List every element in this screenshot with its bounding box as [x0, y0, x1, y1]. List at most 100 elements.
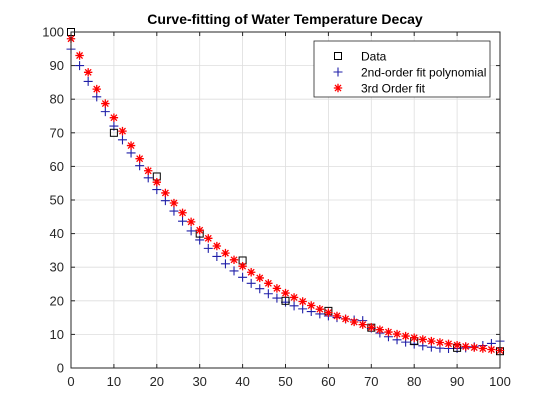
plus-marker [246, 278, 256, 288]
x-tick-label: 90 [450, 374, 464, 389]
x-tick-label: 20 [150, 374, 164, 389]
asterisk-marker [75, 51, 84, 60]
x-tick-label: 70 [364, 374, 378, 389]
asterisk-marker [358, 320, 367, 329]
legend-label: 2nd-order fit polynomial [361, 66, 486, 80]
asterisk-marker [298, 297, 307, 306]
legend-square-marker [334, 52, 342, 60]
asterisk-marker [478, 344, 488, 353]
plus-marker [255, 284, 265, 294]
legend-asterisk-marker [333, 83, 343, 93]
asterisk-marker [418, 335, 427, 344]
asterisk-marker [152, 177, 161, 187]
square-marker [109, 128, 118, 137]
y-tick-label: 90 [50, 58, 64, 73]
plus-marker [238, 272, 248, 282]
plus-marker [83, 76, 93, 86]
y-tick-label: 10 [50, 327, 64, 342]
legend-label: Data [361, 50, 387, 64]
plus-marker [298, 304, 308, 314]
y-tick-label: 70 [50, 125, 64, 140]
asterisk-marker [461, 342, 470, 351]
asterisk-marker [332, 311, 342, 321]
asterisk-marker [289, 293, 299, 302]
asterisk-marker [135, 154, 144, 163]
asterisk-marker [204, 234, 213, 243]
asterisk-marker [109, 113, 119, 122]
plus-marker [152, 185, 162, 195]
x-tick-label: 80 [407, 374, 421, 389]
asterisk-marker [229, 255, 239, 265]
asterisk-marker [324, 308, 333, 317]
asterisk-marker [144, 166, 153, 175]
legend-box [313, 40, 491, 98]
data-marks [66, 28, 505, 356]
x-tick-label: 0 [67, 374, 74, 389]
legend-entries: Data 2nd-order fit polynomial 3rd Order fi… [333, 50, 486, 96]
y-tick-label: 30 [50, 260, 64, 275]
legend: Data 2nd-order fit polynomial 3rd Order fi… [313, 40, 491, 98]
asterisk-marker [178, 208, 187, 217]
plus-marker [272, 293, 282, 303]
asterisk-marker [452, 340, 462, 350]
y-tick-label: 20 [50, 293, 64, 308]
plus-marker [117, 135, 127, 145]
plus-marker [229, 266, 239, 276]
plus-marker [289, 301, 299, 311]
plot-border [70, 31, 501, 369]
asterisk-marker [315, 305, 325, 314]
y-tick-label: 50 [50, 193, 64, 208]
asterisk-marker [238, 261, 247, 271]
asterisk-marker [186, 217, 196, 227]
chart-title: Curve-fitting of Water Temperature Decay [147, 11, 423, 27]
y-tick-label: 0 [57, 361, 64, 376]
asterisk-marker [470, 343, 479, 352]
asterisk-marker [367, 323, 376, 332]
asterisk-marker [410, 333, 419, 342]
asterisk-marker [427, 336, 436, 346]
plus-marker [126, 148, 136, 158]
plus-marker [178, 216, 188, 226]
asterisk-marker [169, 198, 179, 208]
y-tick-label: 60 [50, 159, 64, 174]
asterisk-marker [195, 226, 204, 235]
legend-label: 3rd Order fit [361, 82, 426, 96]
asterisk-marker [212, 241, 222, 251]
asterisk-marker [349, 317, 359, 327]
plus-marker [263, 289, 273, 299]
asterisk-marker [375, 325, 385, 334]
asterisk-marker [435, 338, 445, 347]
asterisk-marker [384, 327, 393, 337]
plus-marker [100, 107, 110, 117]
plus-marker [75, 61, 85, 71]
y-tick-label: 40 [50, 226, 64, 241]
plus-marker [169, 206, 179, 216]
plus-marker [220, 259, 230, 269]
plus-marker [186, 226, 196, 236]
series-asterisk [66, 34, 505, 355]
x-tick-label: 10 [107, 374, 121, 389]
x-tick-label: 60 [321, 374, 335, 389]
asterisk-marker [83, 68, 93, 77]
asterisk-marker [264, 279, 273, 288]
asterisk-marker [401, 331, 410, 341]
asterisk-marker [487, 345, 496, 354]
asterisk-marker [255, 273, 264, 283]
plus-marker [203, 243, 213, 253]
asterisk-marker [272, 284, 282, 293]
plus-marker [92, 92, 102, 102]
x-tick-label: 100 [489, 374, 511, 389]
asterisk-marker [281, 288, 290, 298]
x-tick-label: 40 [235, 374, 249, 389]
asterisk-marker [92, 84, 101, 94]
asterisk-marker [118, 126, 127, 136]
asterisk-marker [307, 301, 316, 310]
legend-plus-marker [333, 67, 343, 77]
y-axis-tick-labels: 0 10 20 30 40 50 60 70 80 90 100 [42, 25, 64, 376]
x-axis-tick-labels: 0 10 20 30 40 50 60 70 80 90 100 [67, 374, 510, 389]
asterisk-marker [126, 141, 136, 150]
plus-marker [212, 251, 222, 261]
x-tick-label: 50 [278, 374, 292, 389]
asterisk-marker [161, 188, 170, 198]
